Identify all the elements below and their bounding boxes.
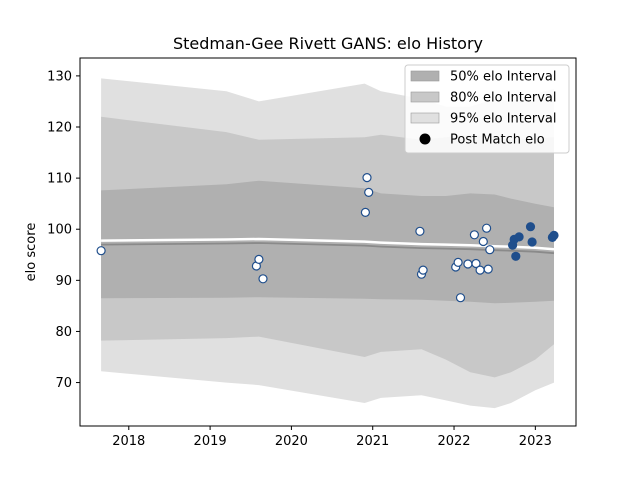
post-match-point [463,259,473,269]
y-tick-label: 120 [47,121,72,136]
legend-item-80-label: 80% elo Interval [450,91,557,106]
x-tick-label: 2022 [437,434,470,449]
post-match-point [362,173,372,183]
y-tick-label: 130 [47,69,72,84]
post-match-point [254,254,264,264]
post-match-point [527,237,537,247]
post-match-point [511,251,521,261]
x-tick-label: 2018 [112,434,145,449]
plot-area: 2018 2019 2020 2021 2022 2023 70 80 90 100 110 120 1… [47,57,577,449]
band-50 [101,180,554,304]
y-tick-label: 70 [55,376,72,391]
post-match-point [258,274,268,284]
x-tick-label: 2023 [519,434,552,449]
post-match-point [485,245,495,255]
legend-item-95-swatch [410,112,440,124]
post-match-point [471,258,481,269]
legend-item-post-match-marker [419,133,431,145]
legend-item-95-label: 95% elo Interval [450,112,557,127]
y-tick-label: 80 [55,325,72,340]
y-tick-label: 110 [47,172,72,187]
post-match-point [96,246,106,256]
legend-item-50-label: 50% elo Interval [450,70,557,85]
post-match-point [415,226,425,236]
legend-item-post-match-label: Post Match elo [450,133,545,148]
post-match-point [418,265,428,275]
axes-frame [79,57,577,427]
post-match-point [453,257,463,267]
y-axis-label: elo score [24,223,39,282]
post-match-point [549,230,559,240]
x-tick-label: 2019 [194,434,227,449]
x-tick-label: 2020 [275,434,308,449]
y-tick-label: 90 [55,274,72,289]
y-tick-label: 100 [47,223,72,238]
post-match-point [514,232,524,242]
post-match-point [482,223,492,233]
post-match-point [483,264,493,274]
post-match-point [469,230,479,240]
post-match-point [455,293,466,303]
legend-box [404,64,570,154]
post-match-point [478,236,488,247]
legend: 50% elo Interval 80% elo Interval 95% elo … [404,64,570,154]
legend-item-80-swatch [410,91,440,103]
chart-title: Stedman-Gee Rivett GANS: elo History [173,34,483,53]
post-match-point [475,265,485,275]
post-match-point [364,187,374,197]
post-match-point [525,222,536,232]
post-match-point [360,207,370,217]
legend-item-50-swatch [410,70,440,82]
x-tick-label: 2021 [356,434,389,449]
mean-elo-line [101,242,555,255]
